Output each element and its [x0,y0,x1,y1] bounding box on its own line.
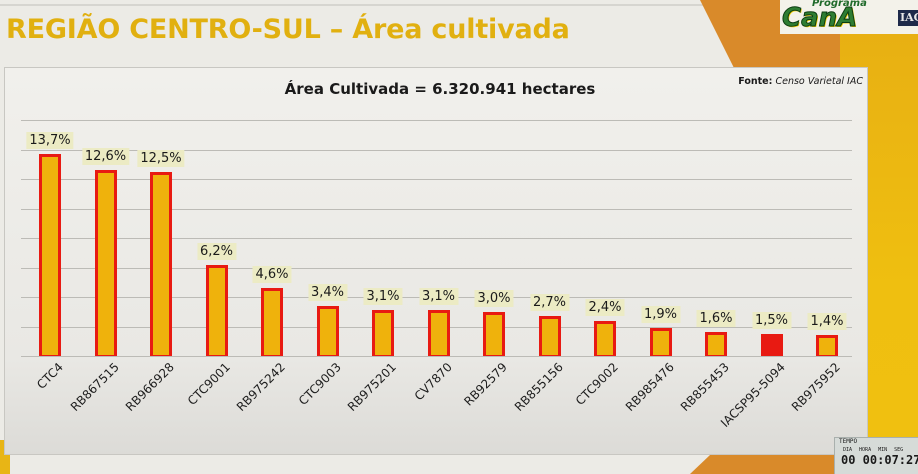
source-label: Fonte: [738,76,773,87]
gridline [21,120,852,121]
bar-rb985476 [649,327,672,356]
x-axis-label: RB92579 [461,360,510,409]
programa-cana-logo: Programa CanA IAC [780,0,918,34]
bar-rb867515 [94,170,117,356]
bar-ctc9002 [594,320,616,356]
data-label: 3,1% [363,288,403,306]
x-axis-label: RB855156 [511,360,566,415]
x-axis-label: RB985476 [622,360,677,415]
bar-rb975242 [261,288,283,356]
x-axis-label: CTC4 [34,360,66,392]
bar-rb92579 [483,311,505,356]
data-label: 3,1% [418,288,459,306]
data-label: 12,6% [81,148,130,166]
data-label: 4,6% [252,266,292,284]
gridline [21,149,852,151]
logo-iac-badge: IAC [898,10,918,26]
data-label: 1,6% [696,310,736,328]
source-note: Fonte: Censo Varietal IAC [738,76,863,87]
bar-iacsp95-5094 [760,333,783,356]
timer-value: 00 00:07:27 [841,453,918,467]
bar-ctc9001 [205,264,228,356]
data-label: 6,2% [196,242,237,260]
plot-area: 13,7% 12,6% 12,5% 6,2% 4,6% 3,4% 3,1% 3,1% 3,0% 2… [21,120,852,357]
data-label: 1,5% [751,311,792,329]
data-label: 1,4% [807,313,847,331]
logo-programa-text: Programa [812,0,867,9]
data-label: 2,4% [585,298,625,316]
page-title: REGIÃO CENTRO-SUL – Área cultivada [6,14,570,45]
timer-title: TEMPO [839,438,858,445]
gridline [21,208,852,210]
x-axis-label: RB966928 [122,360,177,415]
data-label: 13,7% [26,131,74,149]
logo-cana-text: CanA [781,3,858,34]
bar-rb975952 [816,335,838,356]
data-label: 12,5% [137,149,185,167]
x-axis-label: CTC9002 [572,360,621,409]
elapsed-timer: TEMPO DIA HORA MIN SEG 00 00:07:27 [834,437,918,474]
data-label: 3,0% [474,289,514,307]
gridline [21,179,852,180]
source-value: Censo Varietal IAC [775,76,863,87]
top-shadow [0,4,918,6]
x-axis-label: RB975242 [233,360,288,415]
x-axis-label: CV7870 [411,360,455,404]
bar-rb966928 [150,171,172,356]
gridline [21,356,852,357]
timer-units: DIA HORA MIN SEG [843,447,904,453]
bar-rb855156 [538,316,561,356]
data-label: 1,9% [640,305,681,323]
gridline [21,267,852,269]
background-yellow-corner [0,440,10,474]
chart-panel: Área Cultivada = 6.320.941 hectares Font… [4,67,868,455]
x-axis-label: CTC9001 [184,360,233,409]
bar-rb855453 [705,332,727,356]
x-axis-label: CTC9003 [295,360,344,409]
x-axis-label: RB975201 [344,360,399,415]
x-axis-label: RB975952 [788,360,843,415]
background-orange-bottom [690,455,840,474]
data-label: 2,7% [529,294,570,312]
bar-rb975201 [372,310,394,356]
chart-title: Área Cultivada = 6.320.941 hectares [284,80,596,98]
bar-ctc4 [39,153,61,356]
x-axis-label: RB855453 [677,360,732,415]
bar-ctc9003 [316,305,339,356]
bar-cv7870 [427,310,450,356]
x-axis-label: RB867515 [67,360,122,415]
data-label: 3,4% [307,283,348,301]
gridline [21,238,852,239]
